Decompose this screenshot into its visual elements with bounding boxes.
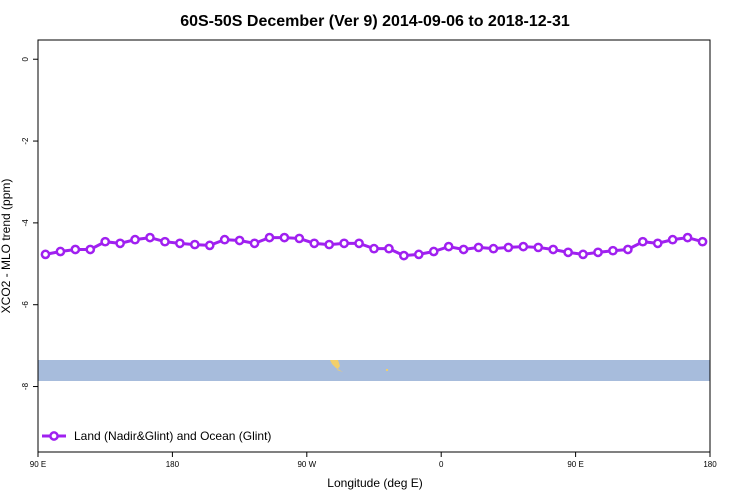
data-point: [354, 238, 364, 249]
data-point: [652, 238, 663, 249]
data-point: [563, 247, 573, 258]
data-point: [428, 246, 439, 257]
chart-title: 60S-50S December (Ver 9) 2014-09-06 to 2…: [180, 13, 570, 30]
legend-label: Land (Nadir&Glint) and Ocean (Glint): [74, 429, 271, 443]
x-tick-label: 0: [439, 460, 444, 469]
data-point: [413, 249, 424, 260]
data-point: [399, 250, 409, 261]
y-tick-label: 0: [21, 56, 30, 61]
data-point: [458, 244, 469, 255]
data-point: [100, 236, 111, 247]
plot-frame: [37, 39, 711, 453]
x-tick-label: 90 W: [297, 460, 316, 469]
data-point: [384, 243, 394, 254]
data-point: [264, 232, 275, 243]
data-point: [249, 238, 260, 249]
ocean-strip: [38, 360, 710, 381]
data-point: [682, 232, 693, 243]
x-axis-label: Longitude (deg E): [327, 476, 422, 490]
data-point: [309, 238, 320, 249]
data-point: [667, 234, 678, 245]
data-point: [623, 244, 633, 255]
land: [330, 360, 343, 372]
data-point: [578, 249, 588, 260]
data-point: [697, 236, 708, 247]
x-tick-label: 90 E: [30, 460, 46, 469]
data-point: [294, 233, 305, 244]
data-point: [503, 242, 514, 253]
data-point: [175, 238, 185, 249]
data-point: [160, 236, 170, 247]
x-tick-label: 90 E: [567, 460, 583, 469]
data-point: [204, 240, 215, 251]
y-axis-label: XCO2 - MLO trend (ppm): [0, 179, 13, 314]
data-point: [533, 242, 544, 253]
y-tick-label: -2: [21, 137, 30, 145]
data-point: [279, 232, 290, 243]
data-point: [488, 243, 499, 254]
data-point: [608, 245, 618, 256]
data-point: [189, 239, 200, 250]
data-point: [130, 234, 140, 245]
data-point: [55, 246, 66, 257]
y-tick-label: -6: [21, 301, 30, 309]
data-point: [219, 234, 230, 245]
y-tick-label: -8: [21, 382, 30, 390]
map-strip: [38, 360, 710, 381]
x-tick-label: 180: [703, 460, 717, 469]
data-point: [518, 241, 529, 252]
legend-marker: [49, 431, 59, 441]
data-point: [85, 244, 96, 255]
data-point: [145, 232, 155, 243]
data-point: [593, 247, 603, 258]
data-point: [234, 235, 245, 246]
data-point: [637, 236, 648, 247]
data-point: [339, 238, 349, 249]
land: [386, 369, 388, 371]
y-tick-label: -4: [21, 219, 30, 227]
data-point: [369, 243, 379, 254]
data-point: [70, 244, 81, 255]
data-point: [473, 242, 484, 253]
data-point: [443, 241, 454, 252]
data-point: [548, 244, 559, 255]
data-point: [115, 238, 125, 249]
data-point: [40, 249, 51, 260]
x-tick-label: 180: [166, 460, 180, 469]
data-point: [324, 239, 335, 250]
